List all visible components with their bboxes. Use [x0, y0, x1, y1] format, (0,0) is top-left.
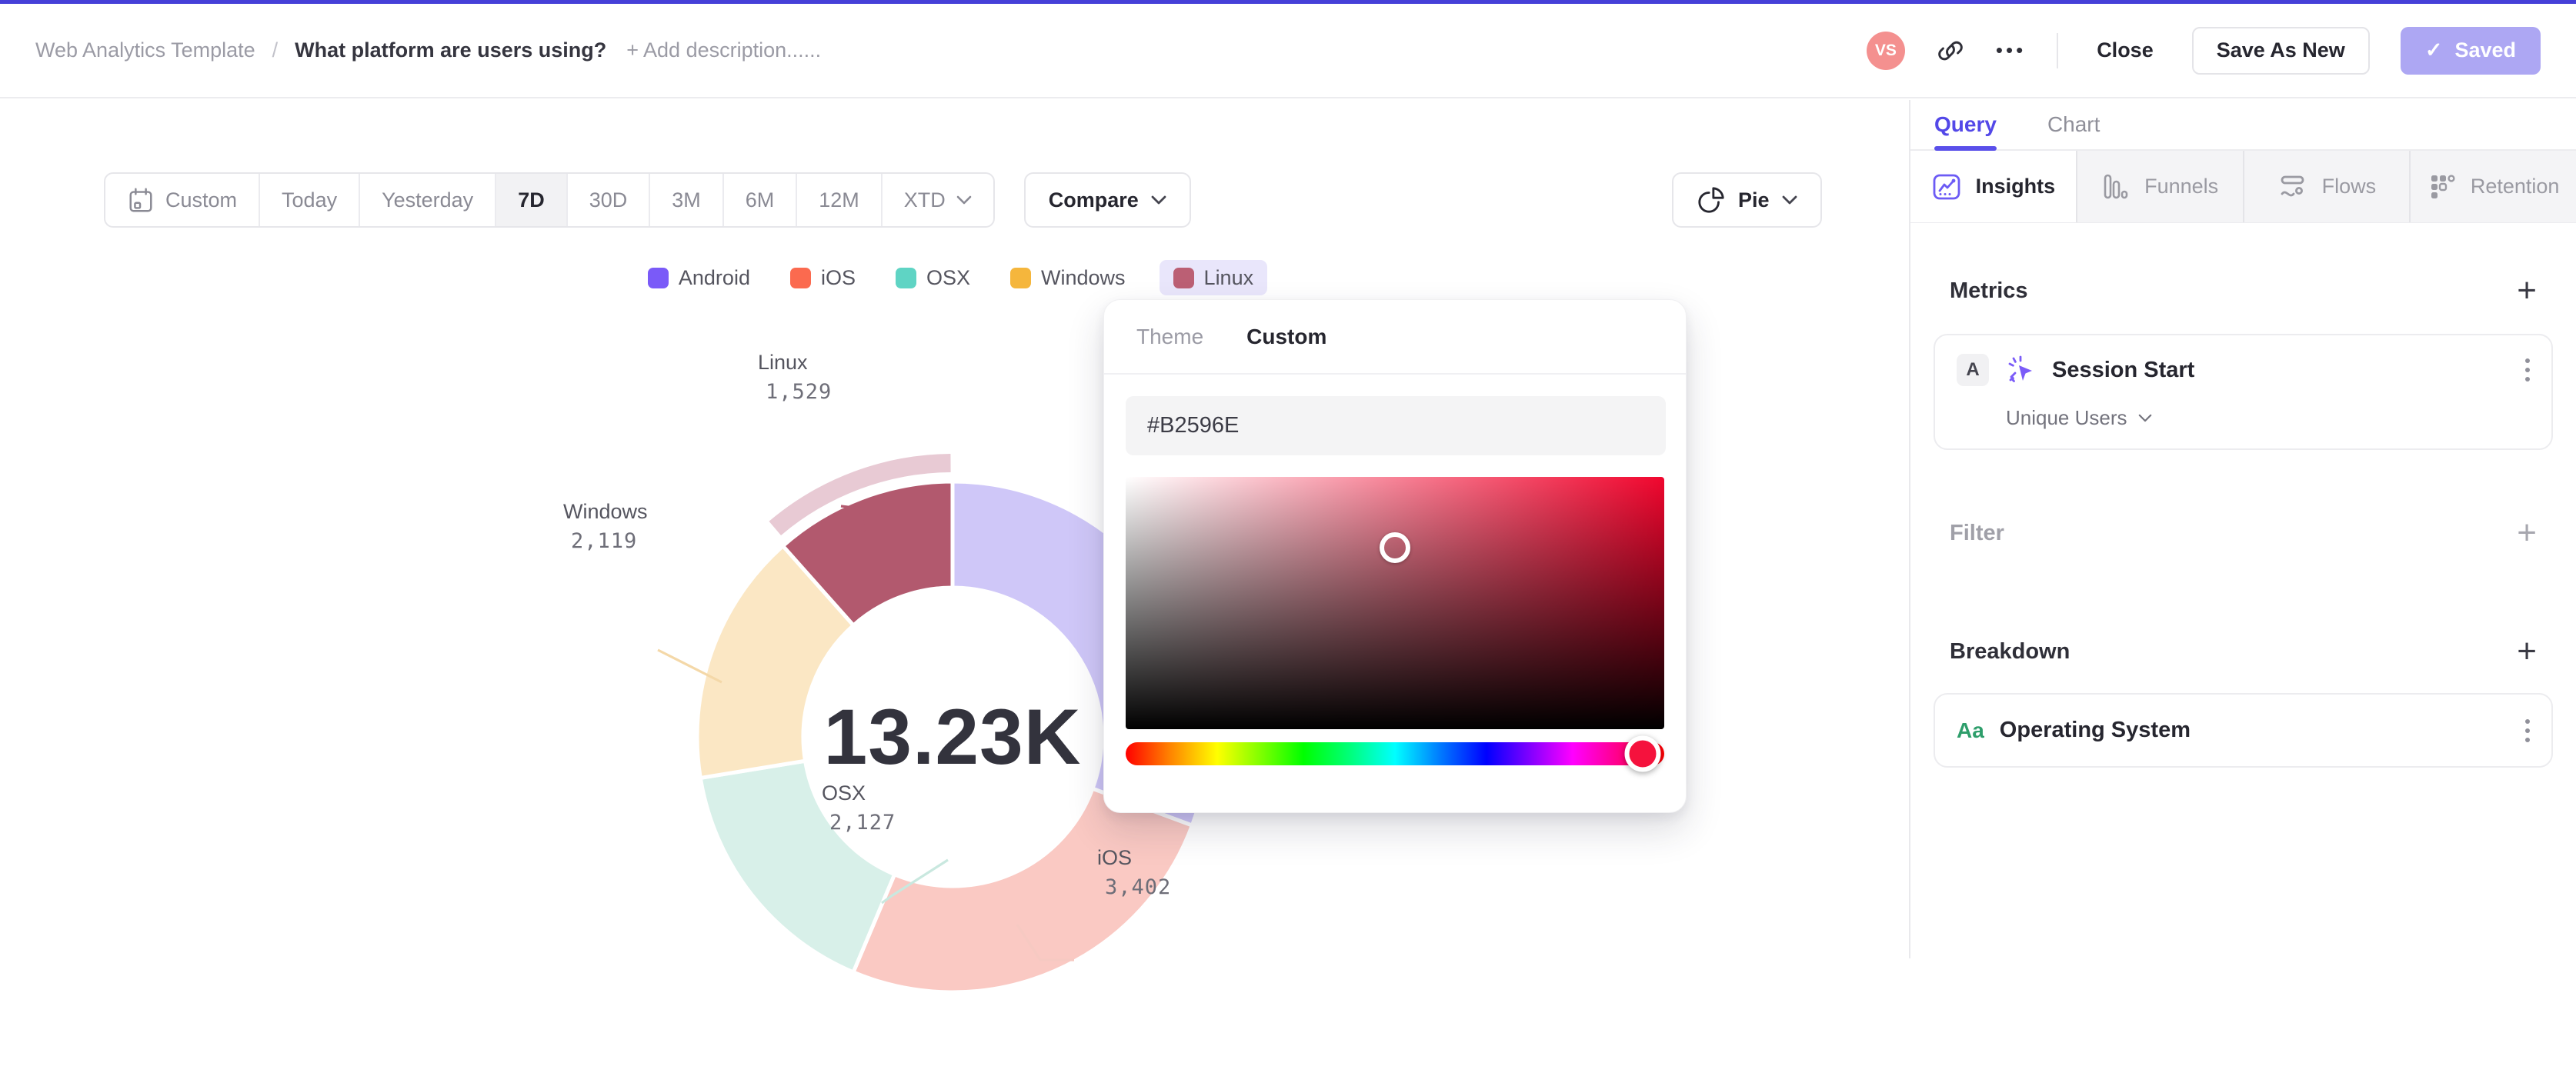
aggregation-dropdown[interactable]: Unique Users [2006, 406, 2530, 430]
saved-button[interactable]: ✓ Saved [2400, 26, 2541, 75]
hex-color-input[interactable] [1126, 396, 1666, 455]
flows-icon [2277, 172, 2308, 202]
callout-line-linux [840, 505, 866, 532]
legend-item-ios[interactable]: iOS [784, 260, 862, 295]
add-breakdown-button[interactable]: + [2517, 632, 2537, 670]
saturation-value-area[interactable] [1126, 477, 1664, 729]
calendar-icon [127, 186, 155, 214]
callout-linux: Linux 1,529 [758, 351, 833, 404]
share-link-icon[interactable] [1936, 36, 1965, 65]
date-range-custom[interactable]: Custom [105, 174, 259, 226]
top-accent-bar [0, 0, 2576, 4]
date-range-30d[interactable]: 30D [566, 174, 649, 226]
legend-swatch [647, 267, 669, 288]
query-sidebar: Query Chart Insights [1909, 100, 2576, 958]
chevron-down-icon [956, 195, 972, 205]
series-badge: A [1957, 354, 1989, 386]
date-range-xtd[interactable]: XTD [880, 174, 993, 226]
donut-slice-linux[interactable] [781, 479, 955, 628]
color-cursor[interactable] [1380, 532, 1410, 563]
legend-item-osx[interactable]: OSX [889, 260, 976, 295]
add-filter-button[interactable]: + [2517, 514, 2537, 551]
save-as-new-button[interactable]: Save As New [2191, 26, 2370, 75]
date-range-6m[interactable]: 6M [722, 174, 796, 226]
text-property-icon: Aa [1957, 718, 1984, 742]
legend-swatch [895, 267, 916, 288]
chart-canvas: Custom Today Yesterday 7D 30D 3M 6M 12M … [0, 100, 1909, 995]
active-tab-underline [1934, 146, 1997, 151]
session-start-icon [2004, 354, 2037, 386]
header-divider [2057, 32, 2059, 68]
chart-legend: Android iOS OSX Windows Linux [0, 260, 1909, 295]
pie-chart-icon [1697, 185, 1726, 215]
metric-menu-button[interactable] [2525, 358, 2530, 382]
metric-card[interactable]: A Session Start Unique Users [1934, 334, 2553, 450]
callout-windows: Windows 2,119 [563, 500, 648, 553]
avatar[interactable]: VS [1866, 31, 1905, 70]
color-picker-tabs: Theme Custom [1104, 300, 1686, 375]
breadcrumb-root[interactable]: Web Analytics Template [35, 38, 255, 62]
date-range-3m[interactable]: 3M [649, 174, 722, 226]
hue-handle[interactable] [1624, 735, 1661, 772]
legend-swatch [789, 267, 811, 288]
tab-chart[interactable]: Chart [2047, 112, 2101, 136]
legend-swatch [1173, 267, 1194, 288]
legend-swatch [1010, 267, 1032, 288]
callout-osx: OSX 2,127 [822, 781, 896, 835]
callout-line-osx [881, 858, 949, 905]
chevron-down-icon [1782, 195, 1797, 205]
page-title[interactable]: What platform are users using? [295, 38, 607, 62]
compare-button[interactable]: Compare [1023, 172, 1191, 228]
tab-query[interactable]: Query [1934, 100, 1997, 151]
date-range-toolbar: Custom Today Yesterday 7D 30D 3M 6M 12M … [104, 172, 1191, 228]
metric-label: Session Start [2052, 357, 2195, 382]
date-range-7d[interactable]: 7D [495, 174, 566, 226]
breakdown-card[interactable]: Aa Operating System [1934, 693, 2553, 768]
date-range-12m[interactable]: 12M [796, 174, 881, 226]
insight-mode-control: Insights Funnels Flows [1910, 151, 2576, 223]
add-metric-button[interactable]: + [2517, 272, 2537, 309]
donut-slice-osx[interactable] [698, 758, 897, 975]
insights-icon [1931, 172, 1962, 202]
date-range-yesterday[interactable]: Yesterday [359, 174, 495, 226]
check-icon: ✓ [2424, 38, 2443, 62]
callout-line-windows [657, 648, 722, 684]
mode-insights[interactable]: Insights [1910, 151, 2076, 222]
sidebar-tabs: Query Chart [1910, 100, 2576, 151]
hue-slider[interactable] [1126, 735, 1664, 772]
header: Web Analytics Template / What platform a… [0, 4, 2576, 98]
mode-funnels[interactable]: Funnels [2075, 151, 2243, 222]
breadcrumb-separator: / [272, 38, 279, 62]
funnels-icon [2101, 172, 2131, 202]
breakdown-label: Operating System [1999, 718, 2191, 742]
tab-custom[interactable]: Custom [1246, 324, 1327, 348]
date-range-today[interactable]: Today [259, 174, 359, 226]
retention-icon [2428, 172, 2457, 202]
date-range-control: Custom Today Yesterday 7D 30D 3M 6M 12M … [104, 172, 995, 228]
color-picker-popover: Theme Custom [1103, 299, 1687, 813]
saved-label: Saved [2454, 38, 2516, 62]
tab-theme[interactable]: Theme [1136, 324, 1204, 348]
chart-type-button[interactable]: Pie [1672, 172, 1822, 228]
breakdown-heading: Breakdown [1950, 638, 2070, 664]
legend-item-linux[interactable]: Linux [1159, 260, 1268, 295]
callout-ios: iOS 3,402 [1097, 846, 1172, 899]
breakdown-menu-button[interactable] [2525, 718, 2530, 742]
filter-heading: Filter [1950, 520, 2004, 545]
close-button[interactable]: Close [2089, 38, 2161, 62]
more-options-button[interactable]: ••• [1995, 38, 2027, 62]
mode-retention[interactable]: Retention [2409, 151, 2576, 222]
mode-flows[interactable]: Flows [2242, 151, 2410, 222]
metrics-heading: Metrics [1950, 278, 2028, 303]
date-range-label: Custom [165, 188, 238, 212]
legend-item-windows[interactable]: Windows [1004, 260, 1132, 295]
donut-slice-windows[interactable] [695, 544, 856, 780]
legend-item-android[interactable]: Android [642, 260, 756, 295]
chevron-down-icon [1151, 195, 1166, 205]
add-description-button[interactable]: + Add description...... [626, 38, 822, 62]
chevron-down-icon [2138, 414, 2152, 422]
